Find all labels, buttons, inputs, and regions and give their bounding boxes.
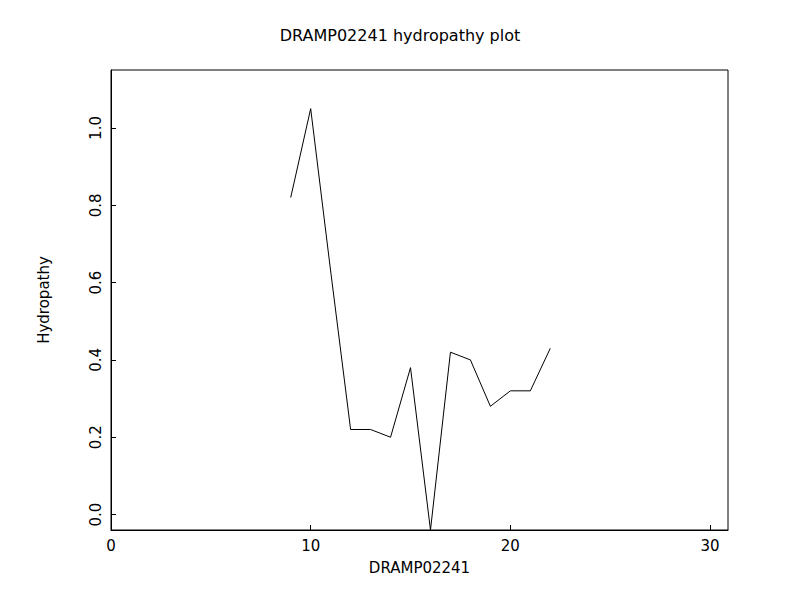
svg-text:20: 20 [501, 537, 520, 555]
svg-text:DRAMP02241: DRAMP02241 [369, 559, 470, 577]
svg-text:30: 30 [700, 537, 719, 555]
svg-text:0.8: 0.8 [87, 193, 105, 217]
svg-text:0: 0 [106, 537, 116, 555]
svg-text:0.4: 0.4 [87, 348, 105, 372]
svg-text:0.6: 0.6 [87, 271, 105, 295]
svg-text:DRAMP02241 hydropathy plot: DRAMP02241 hydropathy plot [280, 26, 521, 45]
svg-text:0.0: 0.0 [87, 503, 105, 527]
svg-text:Hydropathy: Hydropathy [35, 256, 53, 344]
svg-text:10: 10 [301, 537, 320, 555]
svg-text:1.0: 1.0 [87, 116, 105, 140]
svg-text:0.2: 0.2 [87, 425, 105, 449]
